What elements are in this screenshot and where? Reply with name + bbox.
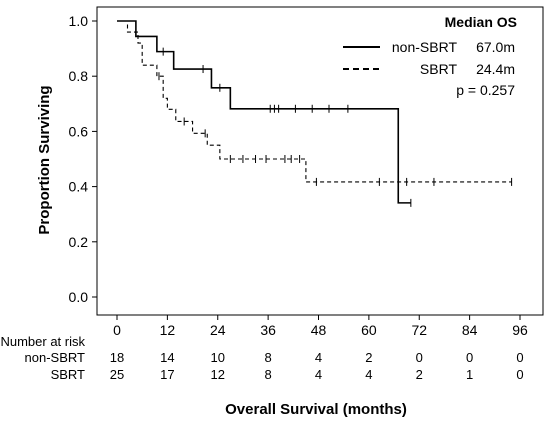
x-tick-label: 12 xyxy=(160,322,176,338)
y-tick-label: 1.0 xyxy=(69,13,89,29)
legend-title: Median OS xyxy=(445,14,517,30)
x-axis: 0 12 24 36 48 60 72 84 96 xyxy=(113,315,528,338)
survival-curves xyxy=(117,20,512,204)
risk-count-non-sbrt: 18 xyxy=(110,350,124,365)
risk-row-label-sbrt: SBRT xyxy=(51,367,85,382)
x-tick-label: 48 xyxy=(311,322,327,338)
legend-label-sbrt: SBRT xyxy=(420,61,458,77)
x-tick-label: 24 xyxy=(210,322,226,338)
x-tick-label: 72 xyxy=(411,322,427,338)
risk-count-sbrt: 0 xyxy=(516,367,523,382)
risk-count-non-sbrt: 0 xyxy=(516,350,523,365)
risk-count-non-sbrt: 0 xyxy=(466,350,473,365)
y-tick-label: 0.8 xyxy=(69,68,89,84)
risk-count-sbrt: 8 xyxy=(265,367,272,382)
curve-non-sbrt xyxy=(117,20,411,204)
risk-table-title: Number at risk xyxy=(0,334,85,349)
x-tick-label: 96 xyxy=(512,322,528,338)
y-axis: 0.0 0.2 0.4 0.6 0.8 1.0 xyxy=(69,13,97,305)
x-tick-label: 60 xyxy=(361,322,377,338)
censor-marks xyxy=(158,47,513,207)
x-axis-title: Overall Survival (months) xyxy=(225,401,407,418)
risk-count-non-sbrt: 8 xyxy=(265,350,272,365)
risk-counts: 18 14 10 8 4 2 0 0 025 17 12 8 4 4 2 1 0 xyxy=(110,350,524,382)
y-tick-label: 0.2 xyxy=(69,234,89,250)
risk-count-non-sbrt: 2 xyxy=(365,350,372,365)
risk-count-non-sbrt: 0 xyxy=(416,350,423,365)
y-axis-title: Proportion Surviving xyxy=(36,85,53,234)
y-tick-label: 0.4 xyxy=(69,179,89,195)
risk-count-sbrt: 4 xyxy=(365,367,372,382)
x-tick-label: 0 xyxy=(113,322,121,338)
risk-count-non-sbrt: 14 xyxy=(160,350,174,365)
number-at-risk-table: Number at risk non-SBRT SBRT 18 14 10 8 4 2 0 0… xyxy=(0,334,523,382)
legend-median-sbrt: 24.4m xyxy=(476,61,515,77)
x-tick-label: 84 xyxy=(462,322,478,338)
legend-median-non-sbrt: 67.0m xyxy=(476,39,515,55)
y-tick-label: 0.6 xyxy=(69,123,89,139)
risk-count-sbrt: 1 xyxy=(466,367,473,382)
risk-row-label-non-sbrt: non-SBRT xyxy=(25,350,86,365)
p-value: p = 0.257 xyxy=(456,82,515,98)
risk-count-non-sbrt: 4 xyxy=(315,350,322,365)
risk-count-sbrt: 2 xyxy=(416,367,423,382)
plot-frame xyxy=(96,6,544,316)
legend-label-non-sbrt: non-SBRT xyxy=(392,39,458,55)
curve-sbrt xyxy=(117,20,512,183)
risk-count-sbrt: 17 xyxy=(160,367,174,382)
risk-count-sbrt: 4 xyxy=(315,367,322,382)
risk-count-non-sbrt: 10 xyxy=(211,350,225,365)
y-tick-label: 0.0 xyxy=(69,289,89,305)
legend: Median OS non-SBRT 67.0m SBRT 24.4m p = … xyxy=(343,14,517,98)
x-tick-label: 36 xyxy=(260,322,276,338)
risk-count-sbrt: 12 xyxy=(211,367,225,382)
risk-count-sbrt: 25 xyxy=(110,367,124,382)
